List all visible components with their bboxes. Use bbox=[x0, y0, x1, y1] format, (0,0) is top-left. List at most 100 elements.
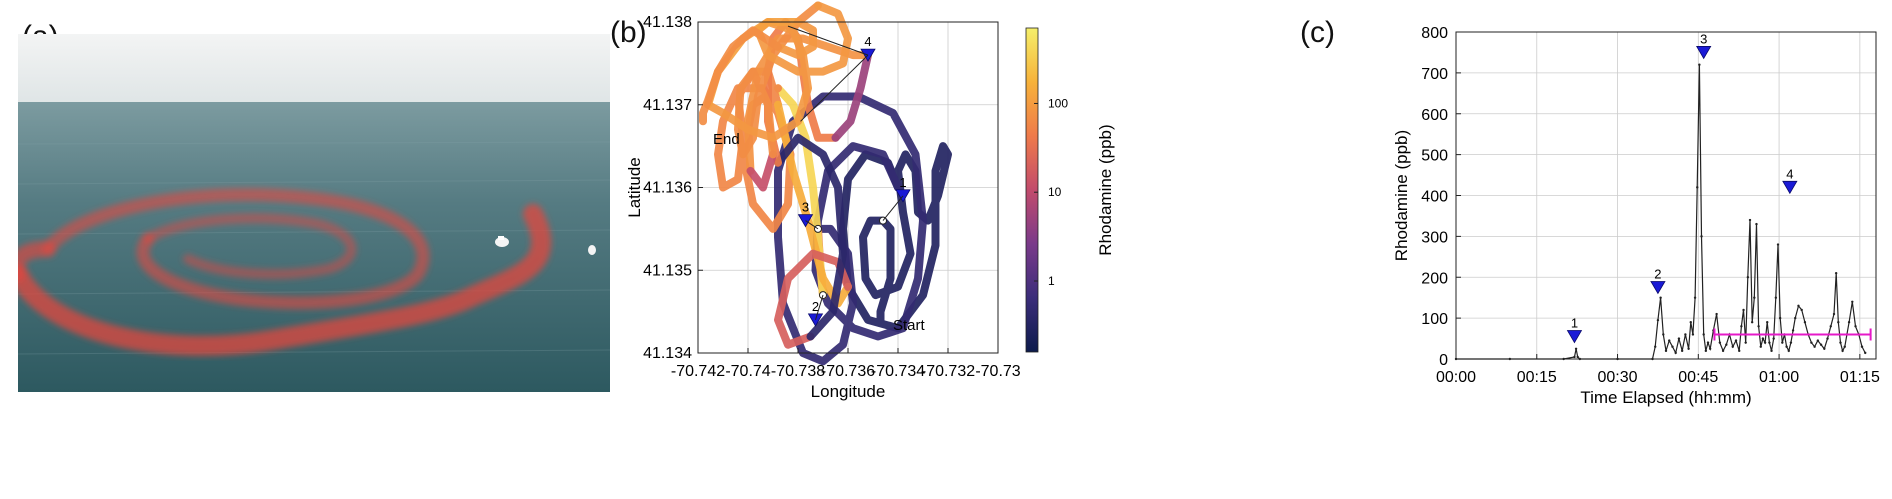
data-point bbox=[1841, 349, 1844, 353]
data-point bbox=[1748, 218, 1752, 222]
ts-markers: 1 2 3 4 bbox=[1566, 31, 1798, 344]
panel-c-label: (c) bbox=[1300, 16, 1335, 49]
panel-c: (c) 1 2 3 4 00:00 00:15 00:30 00:45 01:00 01:15 … bbox=[1300, 0, 1892, 499]
data-point bbox=[1718, 341, 1722, 344]
data-point bbox=[1794, 316, 1797, 320]
ts-y-tick-label: 0 bbox=[1439, 352, 1448, 369]
data-point bbox=[1693, 296, 1697, 299]
map-y-tick-label: 41.138 bbox=[643, 14, 692, 31]
data-point bbox=[1800, 308, 1803, 312]
track-segment bbox=[746, 150, 777, 192]
data-point bbox=[1839, 341, 1842, 344]
ts-y-tick-label: 700 bbox=[1421, 66, 1448, 83]
data-point bbox=[1715, 312, 1718, 316]
leader-line-4a bbox=[787, 25, 869, 56]
ts-grid bbox=[1455, 31, 1876, 360]
ts-marker-triangle-1 bbox=[1566, 330, 1583, 344]
data-point bbox=[1659, 296, 1662, 299]
data-point bbox=[1787, 349, 1790, 353]
ts-series bbox=[1454, 63, 1867, 361]
map-x-tick-label: -70.742 bbox=[671, 363, 725, 380]
data-point bbox=[1684, 333, 1687, 336]
data-point bbox=[1772, 337, 1775, 340]
data-point bbox=[1746, 276, 1750, 279]
leader-line-2 bbox=[815, 294, 824, 321]
leader-line-4b bbox=[800, 54, 869, 122]
data-point bbox=[1781, 341, 1784, 344]
data-point bbox=[1721, 349, 1725, 353]
ts-y-tick-label: 200 bbox=[1421, 270, 1448, 287]
data-point bbox=[1774, 296, 1778, 299]
data-point bbox=[1834, 271, 1838, 275]
data-point bbox=[1738, 349, 1741, 353]
ts-marker-label-3: 3 bbox=[1700, 31, 1707, 46]
data-point bbox=[1832, 312, 1836, 316]
data-point bbox=[1664, 349, 1668, 353]
data-point bbox=[1662, 333, 1665, 336]
ts-x-tick-label: 00:15 bbox=[1517, 369, 1557, 386]
data-point bbox=[1763, 341, 1767, 344]
ts-y-tick-label: 100 bbox=[1421, 311, 1448, 328]
data-point bbox=[1766, 321, 1769, 324]
ts-marker-triangle-2 bbox=[1650, 281, 1666, 295]
data-point bbox=[1734, 339, 1738, 342]
data-point bbox=[1674, 351, 1677, 355]
panel-b-label: (b) bbox=[610, 16, 647, 49]
ts-range-bar bbox=[1713, 328, 1872, 341]
data-point bbox=[1680, 349, 1684, 353]
ts-marker-triangle-3 bbox=[1695, 46, 1712, 60]
sky bbox=[18, 34, 610, 104]
colorbar-tick-label: 10 bbox=[1048, 185, 1062, 199]
data-point bbox=[1742, 308, 1745, 312]
data-point bbox=[1776, 243, 1780, 246]
ts-marker-label-2: 2 bbox=[1654, 266, 1661, 281]
data-point bbox=[1851, 300, 1854, 303]
ts-x-ticks: 00:00 00:15 00:30 00:45 01:00 01:15 bbox=[1436, 354, 1880, 386]
colorbar-tick-label: 1 bbox=[1048, 274, 1055, 288]
colorbar bbox=[1025, 27, 1039, 353]
data-point bbox=[1791, 329, 1795, 332]
data-point bbox=[1671, 345, 1674, 348]
map-y-tick-label: 41.137 bbox=[643, 97, 692, 114]
panel-b: (b) 1 2 3 4 Start End -70.742 -70.74 -70.738 -70… bbox=[610, 0, 1300, 499]
leader-line-3 bbox=[805, 220, 819, 230]
data-point bbox=[1770, 349, 1773, 353]
data-point bbox=[1837, 321, 1840, 324]
data-point bbox=[1744, 341, 1747, 344]
track-segment bbox=[774, 100, 852, 308]
map-y-axis-label: Latitude bbox=[625, 157, 644, 218]
map-track bbox=[699, 1, 952, 366]
boat-small bbox=[588, 245, 596, 255]
data-point bbox=[1740, 325, 1743, 328]
data-point bbox=[1668, 339, 1671, 342]
colorbar-ticks: 1 10 100 bbox=[1034, 96, 1068, 288]
marker-label-3: 3 bbox=[802, 200, 809, 215]
data-point bbox=[1860, 345, 1864, 348]
data-point bbox=[1576, 355, 1579, 359]
ts-marker-label-4: 4 bbox=[1786, 166, 1793, 181]
dye-photo bbox=[18, 34, 610, 392]
ts-marker-label-1: 1 bbox=[1571, 316, 1578, 331]
data-point bbox=[1656, 318, 1660, 322]
ts-x-tick-label: 01:15 bbox=[1840, 369, 1880, 386]
map-y-ticks: 41.134 41.135 41.136 41.137 41.138 bbox=[643, 14, 703, 362]
data-point bbox=[1829, 325, 1832, 328]
dye-spiral bbox=[18, 188, 552, 356]
data-point bbox=[1757, 325, 1760, 328]
data-point bbox=[1755, 222, 1758, 226]
leader-line-1 bbox=[882, 195, 904, 221]
data-point bbox=[1803, 321, 1807, 324]
data-point bbox=[1696, 186, 1699, 189]
data-point bbox=[1725, 343, 1728, 346]
map-x-ticks: -70.742 -70.74 -70.738-70.736-70.734-70.73… bbox=[671, 348, 1021, 380]
data-point bbox=[1864, 351, 1867, 355]
map-x-tick-label: -70.736 bbox=[821, 363, 875, 380]
data-point bbox=[1826, 337, 1829, 340]
ts-x-axis-label: Time Elapsed (hh:mm) bbox=[1580, 388, 1751, 407]
annotation-end: End bbox=[713, 131, 740, 148]
panel-a: (a) bbox=[0, 0, 620, 499]
data-point bbox=[1691, 333, 1695, 336]
sea-ripples bbox=[18, 141, 610, 355]
data-point bbox=[1753, 296, 1756, 299]
data-point bbox=[1708, 347, 1712, 350]
